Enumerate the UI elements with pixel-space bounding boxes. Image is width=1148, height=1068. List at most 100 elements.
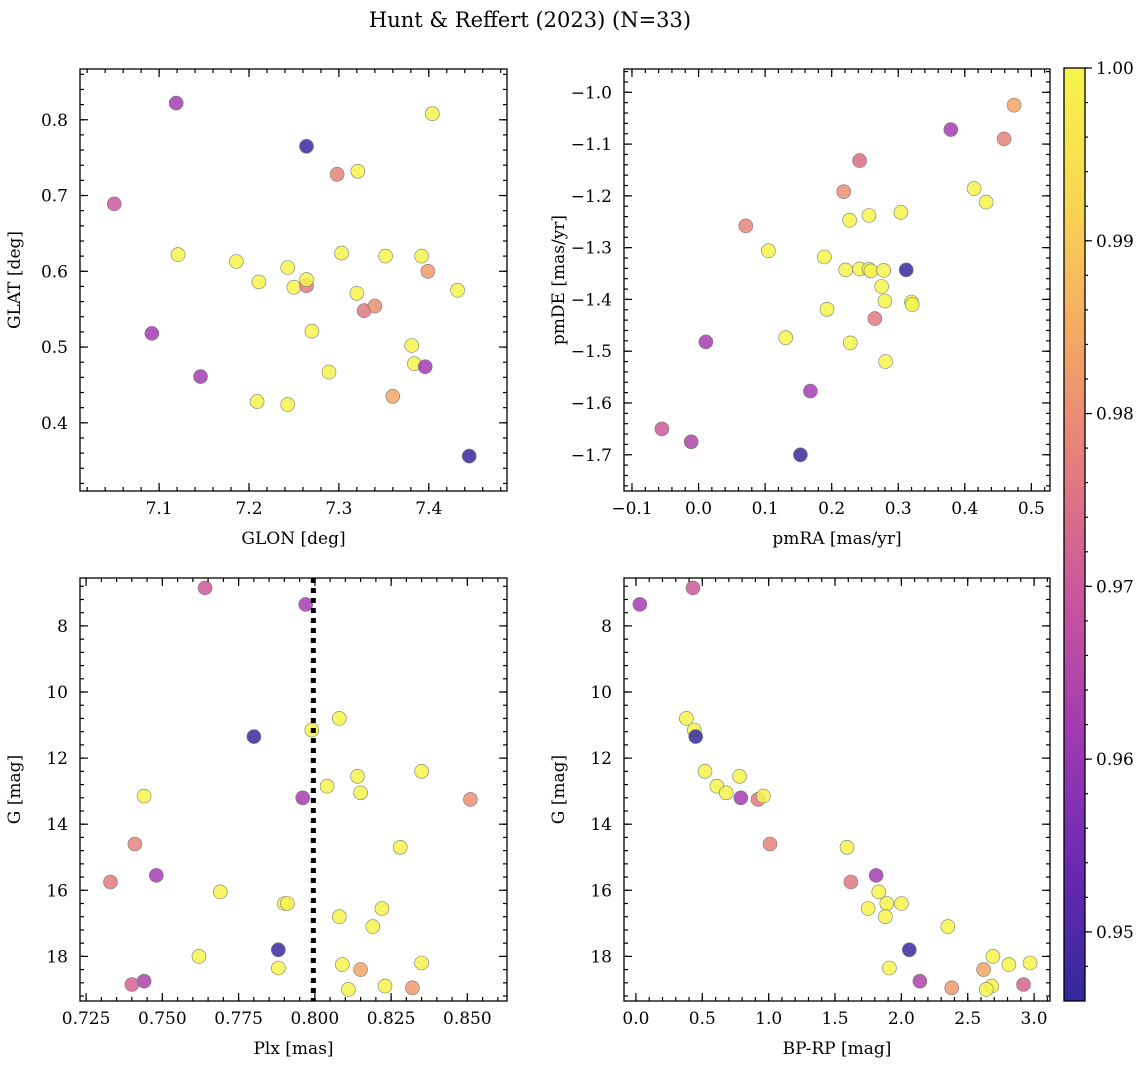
data-point — [1016, 977, 1031, 992]
colorbar: 0.95 0.96 0.97 0.98 0.99 1.00 — [1063, 59, 1134, 1002]
data-point — [298, 597, 314, 612]
data-point — [331, 711, 347, 726]
y-tick-label: 10 — [46, 683, 68, 703]
x-tick-label: 7.3 — [325, 499, 352, 519]
panel-parallax-magnitude: 0.725 0.750 0.775 0.800 0.825 0.850 8 10 12 14 16 1… — [5, 577, 508, 1059]
data-point — [966, 181, 982, 196]
y-tick-label: −1.6 — [571, 394, 612, 414]
data-point — [350, 768, 365, 784]
data-point — [732, 768, 747, 784]
data-point — [632, 597, 648, 612]
y-tick-label: 10 — [590, 683, 612, 703]
x-tick-label: 1.0 — [755, 1009, 782, 1029]
data-point — [688, 729, 704, 744]
data-point — [334, 957, 350, 972]
figure-title: Hunt & Reffert (2023) (N=33) — [369, 8, 691, 32]
y-tick-label: 8 — [601, 617, 612, 637]
colorbar-tick-label: 0.96 — [1096, 750, 1134, 770]
data-point — [461, 448, 477, 464]
data-point — [1022, 955, 1038, 971]
data-point — [1001, 957, 1017, 972]
data-point — [836, 184, 852, 199]
data-point — [755, 788, 771, 804]
x-tick-label: 0.4 — [951, 499, 978, 519]
data-point — [350, 164, 366, 179]
data-point — [463, 792, 478, 807]
data-point — [103, 874, 118, 890]
x-tick-label: 0.850 — [443, 1009, 492, 1029]
data-point — [450, 282, 465, 298]
y-tick-label: −1.5 — [571, 342, 612, 362]
data-point — [392, 839, 408, 855]
data-point — [353, 962, 368, 977]
axes-frame — [79, 68, 508, 492]
x-tick-label: 0.2 — [818, 499, 845, 519]
x-tick-label: 0.0 — [622, 1009, 649, 1029]
data-point — [168, 95, 184, 111]
x-axis-label: Plx [mas] — [253, 1039, 333, 1059]
data-point — [127, 836, 143, 852]
data-point — [944, 980, 960, 996]
x-tick-label: 7.1 — [146, 499, 173, 519]
data-point — [863, 263, 879, 279]
data-point — [106, 196, 122, 212]
data-point — [860, 901, 876, 916]
data-point — [817, 249, 832, 265]
data-point — [871, 884, 887, 900]
data-point — [213, 884, 228, 900]
data-point — [868, 868, 884, 883]
data-point — [191, 949, 207, 964]
data-point — [904, 297, 920, 312]
data-point — [378, 248, 393, 264]
x-tick-label: 0.825 — [367, 1009, 416, 1029]
y-tick-label: 0.4 — [41, 414, 68, 434]
data-point — [136, 973, 152, 989]
data-point — [229, 254, 244, 269]
colorbar-tick-label: 0.97 — [1096, 577, 1134, 597]
y-axis-label: G [mag] — [5, 755, 25, 824]
axes-frame — [79, 577, 508, 1002]
colorbar-tick-label: 0.95 — [1096, 923, 1134, 943]
data-point — [978, 982, 994, 997]
colorbar-gradient — [1064, 68, 1085, 1001]
data-point — [124, 977, 140, 992]
data-point — [874, 279, 889, 294]
x-tick-label: 0.3 — [885, 499, 912, 519]
data-point — [978, 194, 994, 210]
data-point — [683, 434, 699, 450]
data-point — [414, 955, 429, 971]
data-point — [894, 896, 909, 911]
data-point — [417, 359, 433, 375]
y-tick-label: 0.8 — [41, 111, 68, 131]
data-point — [1006, 97, 1022, 113]
x-tick-label: 2.5 — [954, 1009, 981, 1029]
x-tick-label: 0.800 — [291, 1009, 340, 1029]
data-point — [867, 311, 883, 326]
data-point — [996, 131, 1012, 147]
data-point — [985, 949, 1001, 964]
y-tick-label: −1.7 — [571, 446, 612, 466]
data-point — [852, 153, 867, 168]
y-tick-label: 18 — [590, 947, 612, 967]
x-tick-label: 7.4 — [415, 499, 442, 519]
x-tick-label: 2.0 — [888, 1009, 915, 1029]
data-point — [280, 397, 296, 412]
colorbar-tick-label: 0.98 — [1096, 405, 1134, 425]
x-tick-label: 3.0 — [1021, 1009, 1048, 1029]
data-point — [878, 354, 893, 369]
x-tick-label: −0.1 — [611, 499, 652, 519]
data-point — [414, 248, 429, 264]
data-point — [819, 301, 835, 317]
data-point — [304, 323, 320, 339]
data-point — [654, 421, 670, 437]
y-tick-label: 16 — [590, 881, 612, 901]
data-point — [838, 262, 854, 278]
data-point — [295, 790, 311, 806]
y-tick-label: 14 — [590, 815, 612, 835]
data-point — [280, 896, 295, 911]
y-axis-label: G [mag] — [549, 755, 569, 824]
data-point — [149, 868, 164, 883]
y-tick-label: 18 — [46, 947, 68, 967]
data-point — [762, 836, 778, 852]
data-point — [341, 982, 356, 997]
